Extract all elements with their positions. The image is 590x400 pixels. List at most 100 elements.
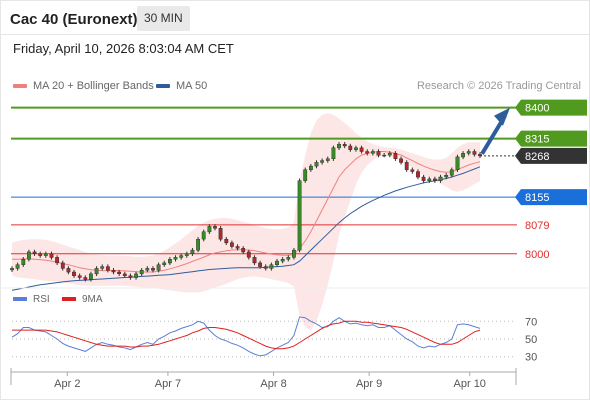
candle bbox=[258, 260, 262, 269]
rsi-line bbox=[11, 316, 481, 357]
candle-body bbox=[404, 162, 409, 170]
candle-body bbox=[399, 158, 403, 163]
candle-body bbox=[122, 273, 127, 276]
x-axis-layer: Apr 2 Apr 7 Apr 8 Apr 9 Apr 10 bbox=[10, 368, 517, 390]
candle bbox=[105, 264, 110, 273]
candle bbox=[438, 174, 443, 183]
rsi-tick-70: 70 bbox=[525, 316, 537, 328]
candle bbox=[43, 251, 48, 258]
candle-body bbox=[371, 151, 375, 154]
candle bbox=[416, 169, 420, 180]
candle bbox=[348, 143, 353, 152]
candle bbox=[32, 249, 37, 256]
candle bbox=[472, 149, 477, 157]
candle-body bbox=[179, 255, 184, 258]
candle-body bbox=[43, 253, 48, 256]
candle bbox=[331, 145, 336, 161]
candle-body bbox=[410, 169, 415, 172]
candle-body bbox=[320, 160, 324, 163]
candle-body bbox=[105, 266, 110, 271]
candle bbox=[60, 260, 65, 271]
candle bbox=[421, 174, 426, 183]
timeframe-badge[interactable]: 30 MIN bbox=[137, 6, 190, 31]
x-tick-label: Apr 2 bbox=[54, 378, 80, 390]
candle-body bbox=[297, 180, 302, 251]
candle bbox=[433, 176, 437, 183]
candle bbox=[275, 258, 279, 267]
candle bbox=[404, 160, 409, 172]
candle bbox=[111, 268, 116, 275]
candle bbox=[224, 236, 229, 245]
candle-body bbox=[292, 249, 296, 258]
candle bbox=[449, 167, 454, 178]
candle bbox=[15, 262, 20, 271]
candle bbox=[455, 154, 460, 172]
candle-body bbox=[55, 257, 60, 264]
candle-body bbox=[365, 151, 370, 154]
candle bbox=[83, 275, 88, 282]
candle bbox=[387, 151, 392, 158]
candle bbox=[320, 158, 324, 165]
candle bbox=[263, 264, 268, 271]
candle-body bbox=[145, 268, 150, 271]
candle-body bbox=[156, 264, 161, 271]
legend-ma20-label: MA 20 + Bollinger Bands bbox=[33, 80, 154, 92]
candle bbox=[100, 264, 105, 271]
forecast-arrow-head bbox=[494, 107, 510, 126]
candle bbox=[280, 257, 285, 264]
candle-body bbox=[235, 246, 240, 249]
candle bbox=[269, 262, 274, 271]
candle-body bbox=[224, 238, 229, 244]
legend-ma20: MA 20 + Bollinger Bands bbox=[13, 80, 154, 92]
candle bbox=[167, 257, 172, 266]
rsi-tick-50: 50 bbox=[525, 334, 537, 346]
candle-body bbox=[438, 176, 443, 181]
candle bbox=[196, 236, 200, 253]
candle bbox=[55, 255, 60, 266]
candle-body bbox=[280, 259, 285, 262]
candle bbox=[49, 251, 54, 260]
candle bbox=[66, 266, 71, 275]
candle bbox=[179, 253, 184, 260]
candle-body bbox=[359, 147, 364, 152]
level-tag-8400 bbox=[515, 99, 587, 116]
candle-body bbox=[258, 262, 262, 267]
ma20-swatch bbox=[13, 84, 27, 89]
ma50-line bbox=[11, 166, 481, 291]
ma50-swatch bbox=[156, 84, 170, 89]
candle bbox=[354, 145, 358, 152]
candle bbox=[145, 266, 150, 273]
level-tag-8315 bbox=[515, 130, 587, 147]
candle-body bbox=[455, 156, 460, 170]
candle bbox=[478, 152, 482, 159]
candle bbox=[117, 269, 122, 277]
rsi-legend-label: RSI bbox=[33, 294, 50, 305]
candle-body bbox=[466, 151, 471, 154]
candle-body bbox=[111, 270, 116, 273]
candle bbox=[151, 266, 155, 273]
candle-body bbox=[427, 178, 432, 181]
candle-body bbox=[213, 226, 217, 229]
candle bbox=[314, 160, 319, 169]
candle-body bbox=[241, 248, 246, 253]
candle bbox=[88, 271, 93, 282]
candle-body bbox=[21, 259, 26, 265]
ma9-legend-label: 9MA bbox=[82, 294, 103, 305]
candle-body bbox=[314, 162, 319, 167]
candle bbox=[72, 269, 76, 278]
candle-body bbox=[32, 251, 37, 254]
candle-body bbox=[472, 151, 477, 155]
candle-body bbox=[478, 154, 482, 157]
candle-body bbox=[303, 169, 308, 181]
candle bbox=[229, 240, 234, 249]
candle-body bbox=[229, 242, 234, 247]
candle bbox=[382, 152, 387, 158]
candle-body bbox=[387, 153, 392, 156]
candle bbox=[325, 156, 330, 163]
level-label-8400: 8400 bbox=[525, 103, 549, 115]
header-divider bbox=[0, 34, 590, 35]
candle bbox=[21, 257, 26, 267]
candle-body bbox=[263, 266, 268, 269]
candle-body bbox=[27, 251, 31, 260]
candle bbox=[444, 173, 449, 180]
